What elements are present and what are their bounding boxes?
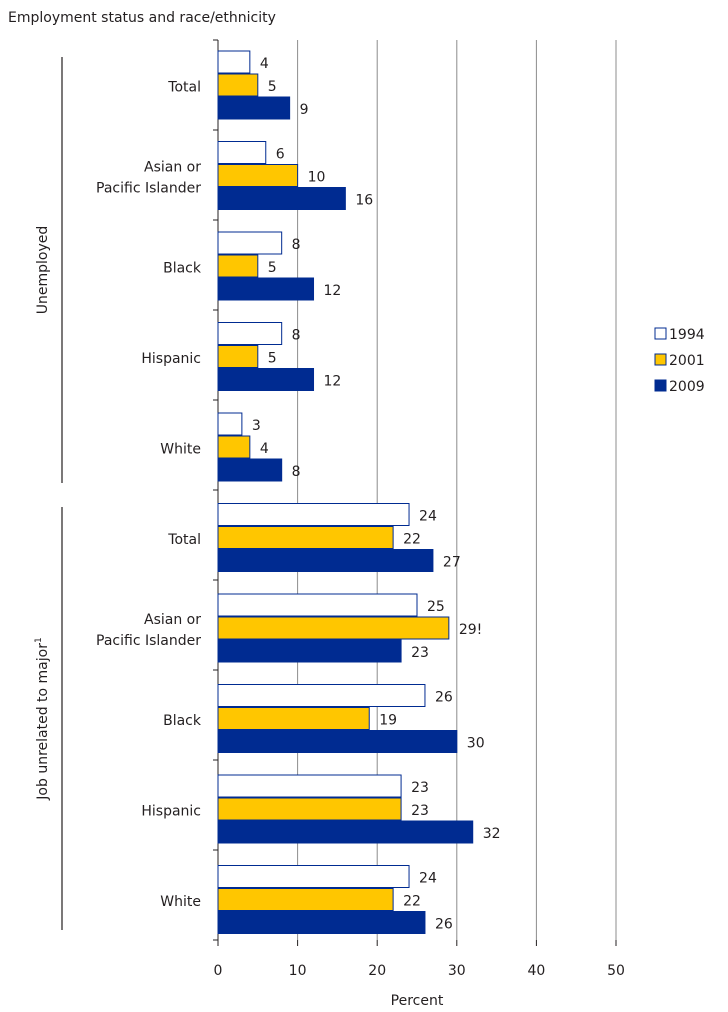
bar-2001 bbox=[217, 616, 450, 640]
category-label: Pacific Islander bbox=[96, 633, 201, 649]
value-label: 5 bbox=[268, 79, 277, 95]
category-label: White bbox=[160, 894, 201, 910]
legend-label-1994: 1994 bbox=[669, 327, 705, 343]
bar-2001 bbox=[217, 345, 259, 368]
value-label: 22 bbox=[403, 532, 421, 548]
bar-2009 bbox=[217, 820, 474, 844]
value-label: 12 bbox=[324, 283, 342, 299]
bar-2001 bbox=[217, 254, 259, 278]
x-axis-label: Percent bbox=[391, 993, 444, 1009]
bar-2001 bbox=[217, 526, 394, 549]
value-label: 10 bbox=[308, 170, 326, 186]
x-tick-label-30: 30 bbox=[448, 963, 466, 979]
x-axis: 0 10 20 30 40 50 bbox=[214, 940, 625, 979]
value-label: 8 bbox=[292, 464, 301, 480]
bar-2009 bbox=[217, 639, 402, 663]
x-tick-label-20: 20 bbox=[368, 963, 386, 979]
bar-1994 bbox=[217, 503, 410, 526]
value-label: 5 bbox=[268, 260, 277, 276]
bar-2001 bbox=[217, 164, 299, 187]
value-label: 19 bbox=[379, 713, 397, 729]
bar-2001 bbox=[217, 797, 402, 821]
legend: 1994 2001 2009 bbox=[654, 327, 705, 395]
value-label: 32 bbox=[483, 826, 501, 842]
category-label: Pacific Islander bbox=[96, 181, 201, 197]
bar-1994 bbox=[217, 774, 402, 798]
legend-swatch-2001 bbox=[654, 353, 667, 366]
bar-1994 bbox=[217, 412, 243, 436]
x-tick-label-0: 0 bbox=[214, 963, 223, 979]
category-label: Black bbox=[163, 261, 202, 277]
category-label: Hispanic bbox=[141, 804, 201, 820]
bar-2001 bbox=[217, 707, 370, 730]
bar-2001 bbox=[217, 888, 394, 911]
chart-title: Employment status and race/ethnicity bbox=[8, 10, 276, 26]
value-label: 6 bbox=[276, 147, 285, 163]
bar-2009 bbox=[217, 730, 458, 753]
bar-2009 bbox=[217, 277, 315, 301]
value-label: 8 bbox=[292, 237, 301, 253]
legend-swatch-2009 bbox=[654, 379, 667, 392]
group-labels: Unemployed Job unrelated to major1 bbox=[34, 57, 63, 930]
value-label: 4 bbox=[260, 56, 269, 72]
bar-1994 bbox=[217, 865, 410, 888]
value-label: 4 bbox=[260, 441, 269, 457]
value-label: 26 bbox=[435, 690, 453, 706]
legend-label-2001: 2001 bbox=[669, 353, 705, 369]
value-label: 22 bbox=[403, 894, 421, 910]
value-label: 27 bbox=[443, 555, 461, 571]
value-label: 23 bbox=[411, 803, 429, 819]
value-label: 24 bbox=[419, 509, 437, 525]
bar-2009 bbox=[217, 549, 434, 572]
category-label: Asian or bbox=[144, 612, 201, 628]
bar-2009 bbox=[217, 96, 291, 120]
value-label: 5 bbox=[268, 351, 277, 367]
value-label: 23 bbox=[411, 780, 429, 796]
bars: 45961016851285123482422272529!2326193023… bbox=[217, 50, 501, 934]
bar-1994 bbox=[217, 231, 283, 255]
bar-1994 bbox=[217, 684, 426, 707]
value-label: 9 bbox=[300, 102, 309, 118]
bar-2001 bbox=[217, 73, 259, 97]
x-tick-label-50: 50 bbox=[607, 963, 625, 979]
category-label: Total bbox=[167, 80, 201, 96]
bar-2009 bbox=[217, 458, 283, 482]
bar-2009 bbox=[217, 911, 426, 934]
legend-label-2009: 2009 bbox=[669, 379, 705, 395]
value-label: 30 bbox=[467, 736, 485, 752]
value-label: 29! bbox=[459, 622, 482, 638]
value-label: 12 bbox=[324, 374, 342, 390]
category-label: White bbox=[160, 442, 201, 458]
bar-2009 bbox=[217, 187, 346, 210]
x-tick-label-10: 10 bbox=[289, 963, 307, 979]
group-label: Unemployed bbox=[35, 226, 51, 315]
group-label: Job unrelated to major1 bbox=[34, 637, 51, 800]
x-tick-label-40: 40 bbox=[527, 963, 545, 979]
category-label: Total bbox=[167, 532, 201, 548]
value-label: 8 bbox=[292, 328, 301, 344]
bar-2001 bbox=[217, 435, 251, 459]
bar-1994 bbox=[217, 322, 283, 345]
bar-1994 bbox=[217, 141, 267, 164]
bar-2009 bbox=[217, 368, 315, 391]
value-label: 23 bbox=[411, 645, 429, 661]
category-label: Hispanic bbox=[141, 351, 201, 367]
bar-1994 bbox=[217, 50, 251, 74]
bar-1994 bbox=[217, 593, 418, 617]
value-label: 24 bbox=[419, 871, 437, 887]
category-labels: Total Asian or Pacific Islander Black Hispan… bbox=[96, 80, 202, 911]
value-label: 26 bbox=[435, 917, 453, 933]
value-label: 3 bbox=[252, 418, 261, 434]
value-label: 25 bbox=[427, 599, 445, 615]
value-label: 16 bbox=[355, 193, 373, 209]
legend-swatch-1994 bbox=[654, 327, 667, 340]
category-label: Asian or bbox=[144, 160, 201, 176]
category-label: Black bbox=[163, 713, 202, 729]
